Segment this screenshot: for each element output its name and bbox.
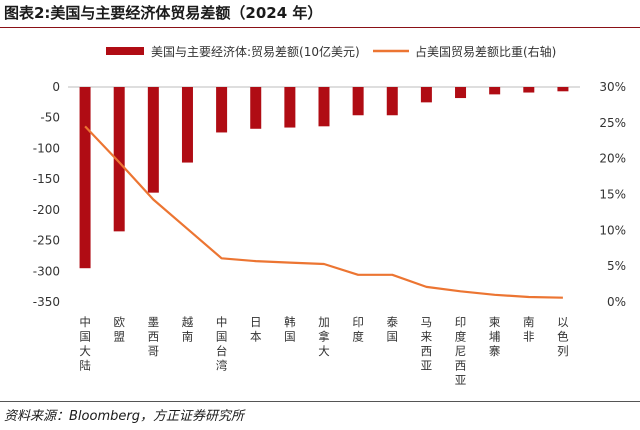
bar (79, 87, 91, 269)
trade-balance-chart: 美国与主要经济体:贸易差额(10亿美元) 占美国贸易差额比重(右轴) 0 -50 -10… (33, 44, 626, 387)
right-axis-tick: 5% (607, 259, 626, 273)
source-note: 资料来源：Bloomberg，方正证券研究所 (4, 409, 244, 424)
category-label: 日本 (250, 315, 262, 344)
left-axis-tick: -200 (33, 203, 60, 217)
category-label: 印度 (352, 315, 364, 344)
legend-label-line: 占美国贸易差额比重(右轴) (415, 44, 556, 59)
category-label: 加拿大 (318, 315, 330, 358)
right-axis-tick: 0% (607, 295, 626, 309)
share-line (84, 125, 563, 299)
left-axis-tick: -300 (33, 264, 60, 278)
right-axis-tick: 15% (599, 188, 626, 202)
legend-swatch-bars (106, 47, 144, 55)
category-label: 南非 (523, 315, 535, 344)
bar (386, 87, 398, 116)
right-axis-tick: 10% (599, 223, 626, 237)
left-axis-tick: -250 (33, 234, 60, 248)
title-rule (0, 27, 640, 28)
category-label: 中国台湾 (216, 315, 228, 373)
category-label: 墨西哥 (148, 315, 160, 358)
category-label: 柬埔寨 (489, 315, 501, 358)
bar (352, 87, 364, 116)
bar (489, 87, 501, 95)
right-axis-tick: 25% (599, 116, 626, 130)
right-axis-tick: 30% (599, 80, 626, 94)
legend-label-bars: 美国与主要经济体:贸易差额(10亿美元) (151, 44, 360, 59)
left-axis-tick: -350 (33, 295, 60, 309)
category-label: 以色列 (557, 315, 569, 358)
bar (216, 87, 228, 133)
category-label: 泰国 (387, 315, 399, 344)
right-axis-tick: 20% (599, 152, 626, 166)
category-label: 中国大陆 (79, 315, 91, 373)
category-label: 欧盟 (113, 315, 125, 344)
figure-title: 图表2:美国与主要经济体贸易差额（2024 年） (4, 4, 323, 22)
left-axis-tick: 0 (52, 80, 60, 94)
bar (420, 87, 432, 103)
bar (147, 87, 159, 193)
category-label: 韩国 (284, 315, 296, 344)
bar (557, 87, 569, 92)
bar (284, 87, 296, 128)
bar (523, 87, 535, 93)
category-label: 马来西亚 (421, 315, 433, 373)
bar (318, 87, 330, 127)
bar (455, 87, 467, 99)
left-axis-tick: -100 (33, 141, 60, 155)
bar (181, 87, 193, 163)
category-label: 越南 (182, 315, 194, 344)
left-axis-tick: -150 (33, 172, 60, 186)
bar (113, 87, 125, 232)
category-label: 印度尼西亚 (455, 315, 467, 387)
source-rule (0, 401, 640, 402)
bar (250, 87, 262, 129)
left-axis-tick: -50 (40, 111, 60, 125)
